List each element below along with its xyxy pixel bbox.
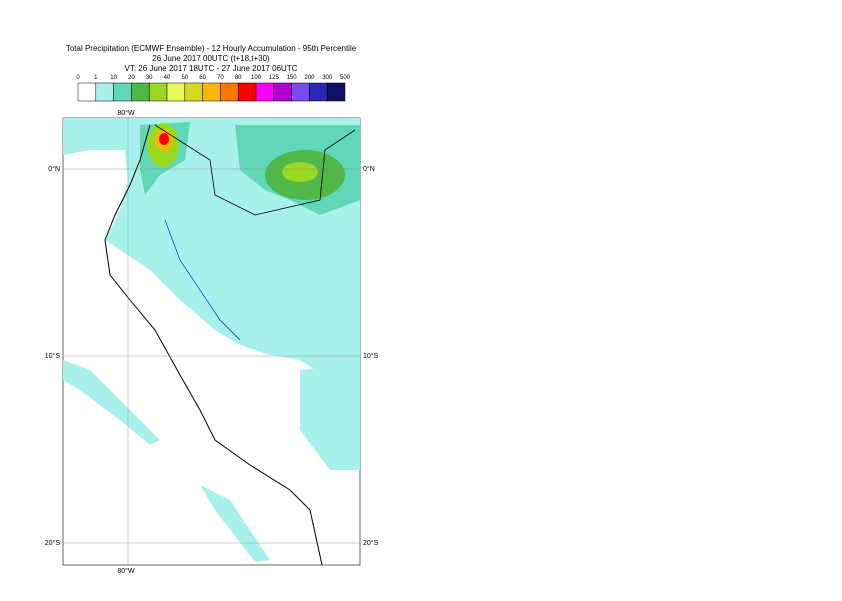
title-line: Total Precipitation (ECMWF Ensemble) - 1… (66, 44, 357, 53)
precip-area (159, 133, 169, 145)
legend-label: 100 (251, 75, 262, 81)
legend-swatch (166, 82, 186, 102)
lat-label: 20°S (363, 539, 379, 547)
lon-label: 80°W (117, 567, 135, 575)
legend-swatch (148, 82, 168, 102)
legend-label: 0 (76, 75, 80, 81)
lon-label: 80°W (117, 109, 135, 117)
precip-area (300, 365, 360, 470)
title-line: 26 June 2017 00UTC (t+18,t+30) (152, 54, 270, 63)
legend-swatch (255, 82, 275, 102)
legend-label: 30 (146, 75, 153, 81)
border (154, 124, 356, 216)
precip-area (200, 485, 270, 562)
legend-swatch (131, 82, 150, 102)
title-line: VT: 26 June 2017 18UTC - 27 June 2017 06… (125, 64, 298, 73)
legend-swatch (309, 82, 328, 102)
coastline (104, 124, 323, 566)
legend-swatch (326, 82, 346, 102)
legend-label: 50 (181, 75, 188, 81)
lat-label: 20°S (45, 539, 61, 547)
grid-labels: 80°W 80°W 0°N 0°N 10°S 10°S 20°S 20°S (45, 109, 379, 575)
region-border (164, 219, 241, 341)
legend-label: 300 (322, 75, 333, 81)
precip-area (63, 360, 160, 445)
lat-label: 0°N (363, 165, 375, 173)
legend-label: 500 (340, 75, 351, 81)
legend-label: 20 (128, 75, 135, 81)
legend-swatch (184, 82, 203, 102)
legend-label: 150 (287, 75, 298, 81)
legend-swatch (202, 82, 221, 102)
legend-label: 200 (304, 75, 315, 81)
lat-label: 10°S (45, 352, 61, 360)
legend-label: 60 (199, 75, 206, 81)
lat-label: 10°S (363, 352, 379, 360)
title: Total Precipitation (ECMWF Ensemble) - 1… (66, 44, 357, 73)
legend-swatch (220, 82, 239, 102)
legend-label: 70 (217, 75, 224, 81)
legend: 0 1 10 20 30 40 50 60 70 80 100 125 150 200 300 500 (76, 75, 351, 102)
legend-label: 80 (235, 75, 242, 81)
legend-swatch (273, 82, 292, 102)
legend-swatch (237, 82, 257, 102)
legend-label: 10 (110, 75, 117, 81)
legend-swatch (291, 82, 310, 102)
legend-swatch (77, 82, 97, 102)
legend-swatch (113, 82, 132, 102)
legend-label: 1 (94, 75, 98, 81)
legend-label: 125 (269, 75, 280, 81)
legend-label: 40 (164, 75, 171, 81)
legend-swatch (95, 82, 114, 102)
lat-label: 0°N (48, 165, 60, 173)
map (62, 117, 361, 566)
precip-area (282, 162, 318, 182)
